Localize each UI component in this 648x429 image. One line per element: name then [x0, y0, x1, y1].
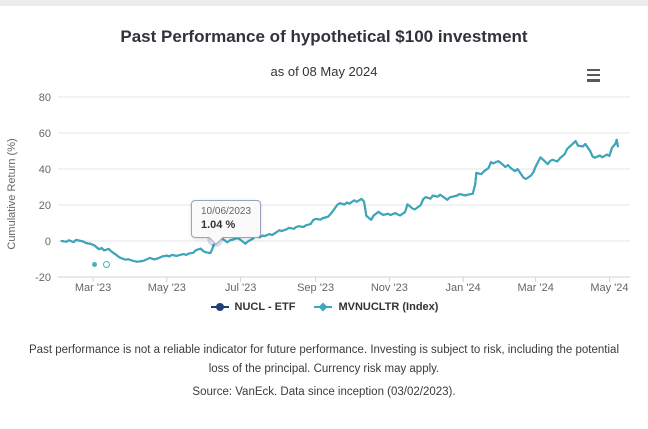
legend-label-nucl-etf: NUCL - ETF [234, 301, 296, 313]
stray-marker-dot-artifact [92, 262, 97, 267]
performance-line-chart: 80 60 40 20 0 -20 Mar '23 May '23 Jul '23 Sep '23… [6, 92, 630, 294]
svg-text:0: 0 [45, 236, 51, 248]
stray-marker-ring-artifact [103, 261, 110, 268]
source-text: Source: VanEck. Data since inception (03… [192, 386, 456, 398]
legend-marker-circle-icon [210, 303, 229, 311]
svg-text:-20: -20 [35, 272, 51, 284]
legend-item-nucl-etf[interactable]: NUCL - ETF [210, 301, 296, 313]
disclaimer-text: Past performance is not a reliable indic… [29, 344, 619, 375]
svg-text:80: 80 [39, 92, 51, 104]
mvnucltr-index-line[interactable] [60, 138, 619, 263]
legend-marker-diamond-icon [314, 302, 333, 312]
page-top-strip [0, 0, 648, 6]
chart-context-menu-button[interactable] [582, 65, 606, 85]
chart-title: Past Performance of hypothetical $100 in… [120, 27, 528, 46]
legend-label-mvnucltr-index: MVNUCLTR (Index) [338, 301, 439, 313]
hamburger-menu-icon [587, 68, 600, 82]
svg-text:Mar '23: Mar '23 [75, 282, 111, 294]
svg-text:Cumulative Return (%): Cumulative Return (%) [6, 138, 18, 249]
svg-text:Jul '23: Jul '23 [225, 282, 256, 294]
svg-text:May '23: May '23 [148, 282, 186, 294]
svg-text:Sep '23: Sep '23 [297, 282, 334, 294]
chart-subtitle: as of 08 May 2024 [270, 64, 378, 79]
svg-text:20: 20 [39, 200, 51, 212]
chart-legend: NUCL - ETF MVNUCLTR (Index) [0, 301, 648, 313]
nucl-etf-line[interactable] [60, 138, 619, 263]
svg-text:Jan '24: Jan '24 [446, 282, 481, 294]
svg-text:May '24: May '24 [590, 282, 628, 294]
svg-text:40: 40 [39, 164, 51, 176]
svg-text:Mar '24: Mar '24 [518, 282, 554, 294]
grid-and-axes: 80 60 40 20 0 -20 Mar '23 May '23 Jul '23 Sep '23… [6, 92, 630, 294]
hover-point-marker[interactable] [210, 234, 221, 245]
legend-item-mvnucltr-index[interactable]: MVNUCLTR (Index) [313, 301, 438, 313]
svg-text:60: 60 [39, 128, 51, 140]
svg-text:Nov '23: Nov '23 [371, 282, 408, 294]
